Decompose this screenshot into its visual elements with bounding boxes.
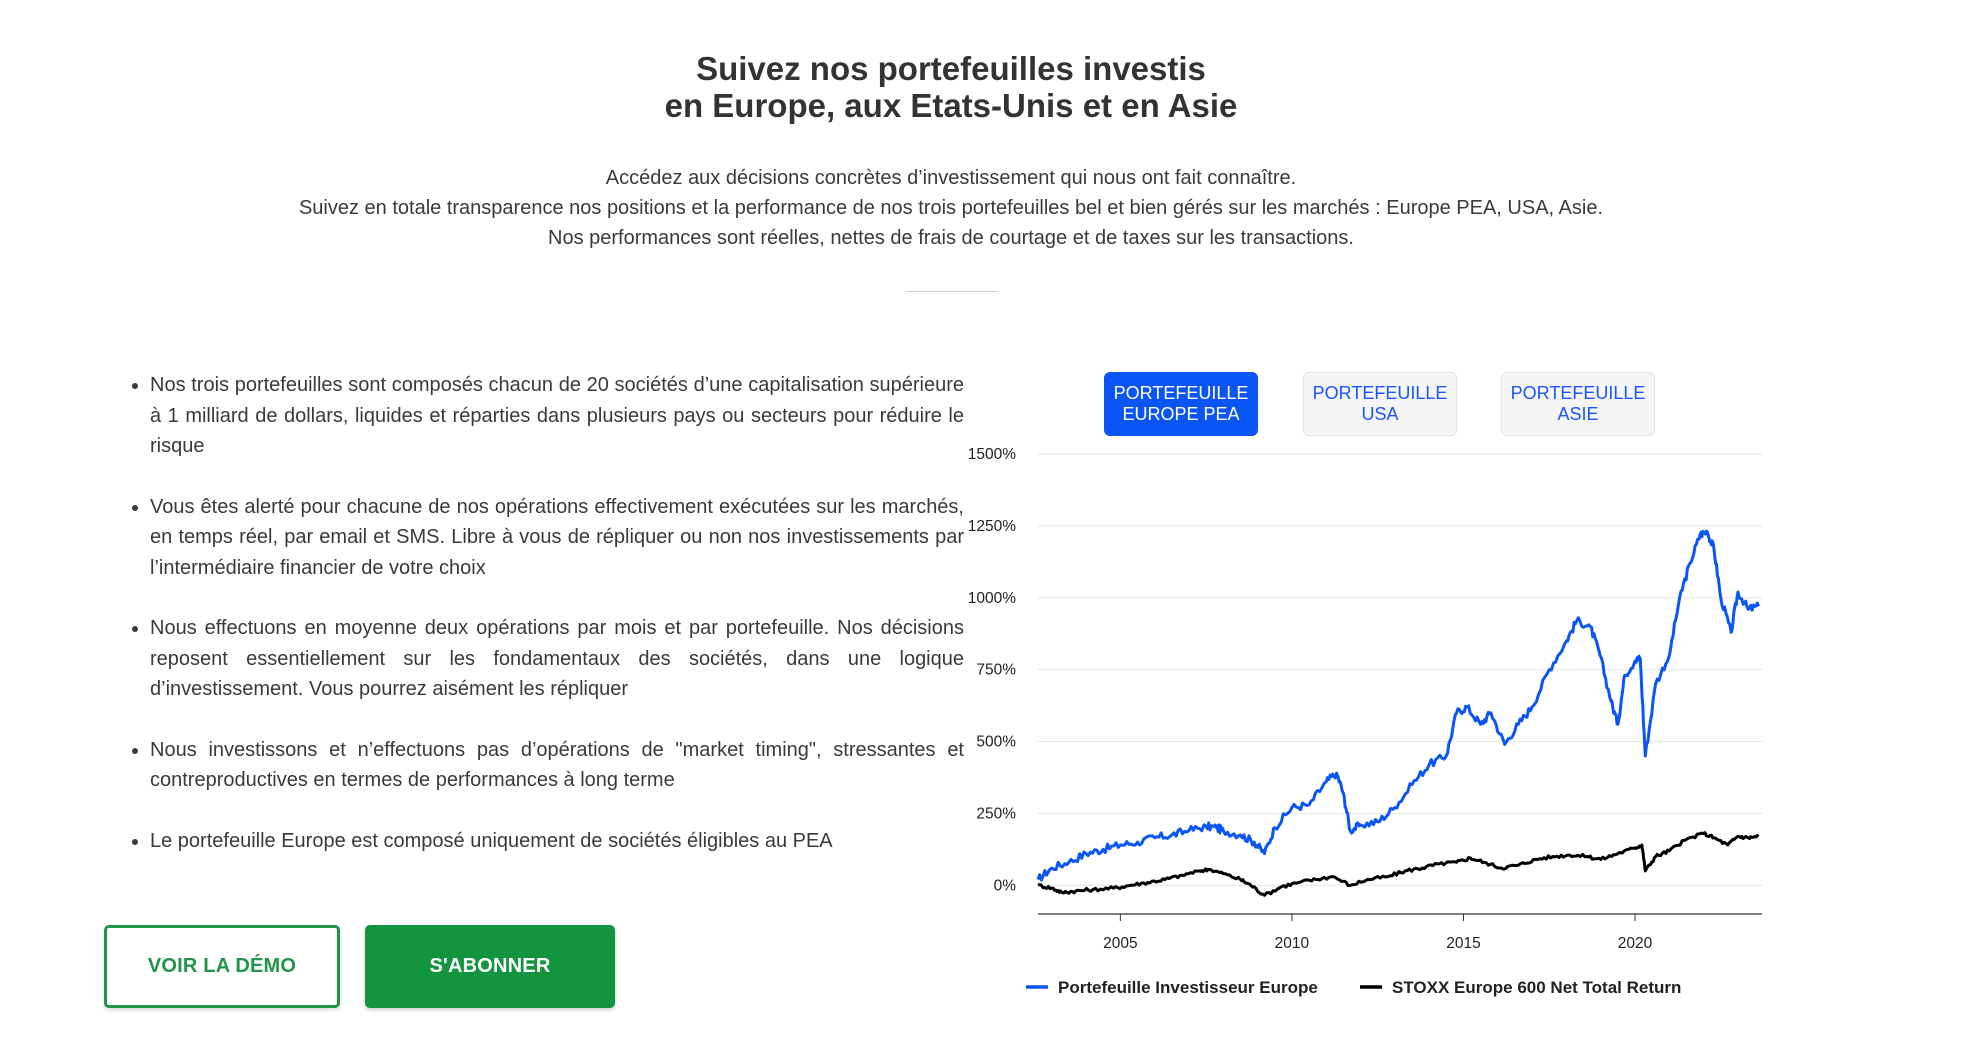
series-portfolio-line	[1036, 529, 1761, 882]
page-title-line-1: Suivez nos portefeuilles investis	[696, 50, 1206, 87]
intro-line-3: Nos performances sont réelles, nettes de…	[548, 227, 1354, 249]
chart-axes: 0% 250% 500% 750% 1000% 1250% 1500% 2005 2010 201…	[968, 446, 1762, 952]
x-tick-label: 2010	[1275, 935, 1310, 952]
tab-label-line-1: PORTEFEUILLE	[1113, 383, 1249, 403]
tab-label-line-2: EUROPE PEA	[1122, 404, 1240, 424]
feature-item: Nous investissons et n’effectuons pas d’…	[150, 735, 964, 796]
demo-button[interactable]: VOIR LA DÉMO	[104, 925, 340, 1008]
y-tick-label: 0%	[994, 877, 1017, 894]
intro-line-2: Suivez en totale transparence nos positi…	[298, 197, 1604, 219]
chart-series	[1036, 529, 1761, 897]
tab-label-line-1: PORTEFEUILLE	[1312, 383, 1448, 403]
intro-line-1: Accédez aux décisions concrètes d’invest…	[605, 167, 1297, 189]
tab-portfolio-usa[interactable]: PORTEFEUILLE USA	[1303, 372, 1457, 436]
tab-portfolio-asie[interactable]: PORTEFEUILLE ASIE	[1501, 372, 1655, 436]
x-tick-label: 2020	[1618, 935, 1653, 952]
y-tick-label: 1500%	[968, 446, 1016, 463]
tab-label-line-1: PORTEFEUILLE	[1510, 383, 1646, 403]
legend-label: Portefeuille Investisseur Europe	[1058, 978, 1318, 997]
chart-grid	[1038, 453, 1762, 886]
chart-legend: Portefeuille Investisseur Europe STOXX Eu…	[1026, 978, 1681, 997]
y-tick-label: 1000%	[968, 590, 1016, 607]
y-tick-label: 250%	[976, 805, 1016, 822]
tab-portfolio-europe-pea[interactable]: PORTEFEUILLE EUROPE PEA	[1104, 372, 1258, 436]
tab-label-line-2: ASIE	[1557, 404, 1599, 424]
feature-item: Le portefeuille Europe est composé uniqu…	[150, 826, 964, 857]
page-title-line-2: en Europe, aux Etats-Unis et en Asie	[664, 87, 1238, 124]
y-tick-label: 750%	[976, 662, 1016, 679]
series-index-line	[1037, 831, 1760, 897]
x-tick-label: 2005	[1103, 935, 1137, 952]
tab-label-line-2: USA	[1361, 404, 1399, 424]
page-title: Suivez nos portefeuilles investis en Eur…	[0, 50, 1902, 124]
feature-item: Vous êtes alerté pour chacune de nos opé…	[150, 492, 964, 584]
legend-label: STOXX Europe 600 Net Total Return	[1392, 978, 1681, 997]
intro-text: Accédez aux décisions concrètes d’invest…	[0, 163, 1902, 253]
y-tick-label: 500%	[976, 734, 1016, 751]
subscribe-button[interactable]: S'ABONNER	[365, 925, 615, 1008]
x-tick-label: 2015	[1446, 935, 1480, 952]
section-divider	[906, 291, 998, 292]
feature-item: Nos trois portefeuilles sont composés ch…	[150, 370, 964, 462]
feature-list: Nos trois portefeuilles sont composés ch…	[126, 370, 964, 886]
y-tick-label: 1250%	[968, 518, 1016, 535]
performance-chart: 0% 250% 500% 750% 1000% 1250% 1500% 2005 2010 201…	[968, 446, 1762, 997]
feature-item: Nous effectuons en moyenne deux opératio…	[150, 613, 964, 705]
